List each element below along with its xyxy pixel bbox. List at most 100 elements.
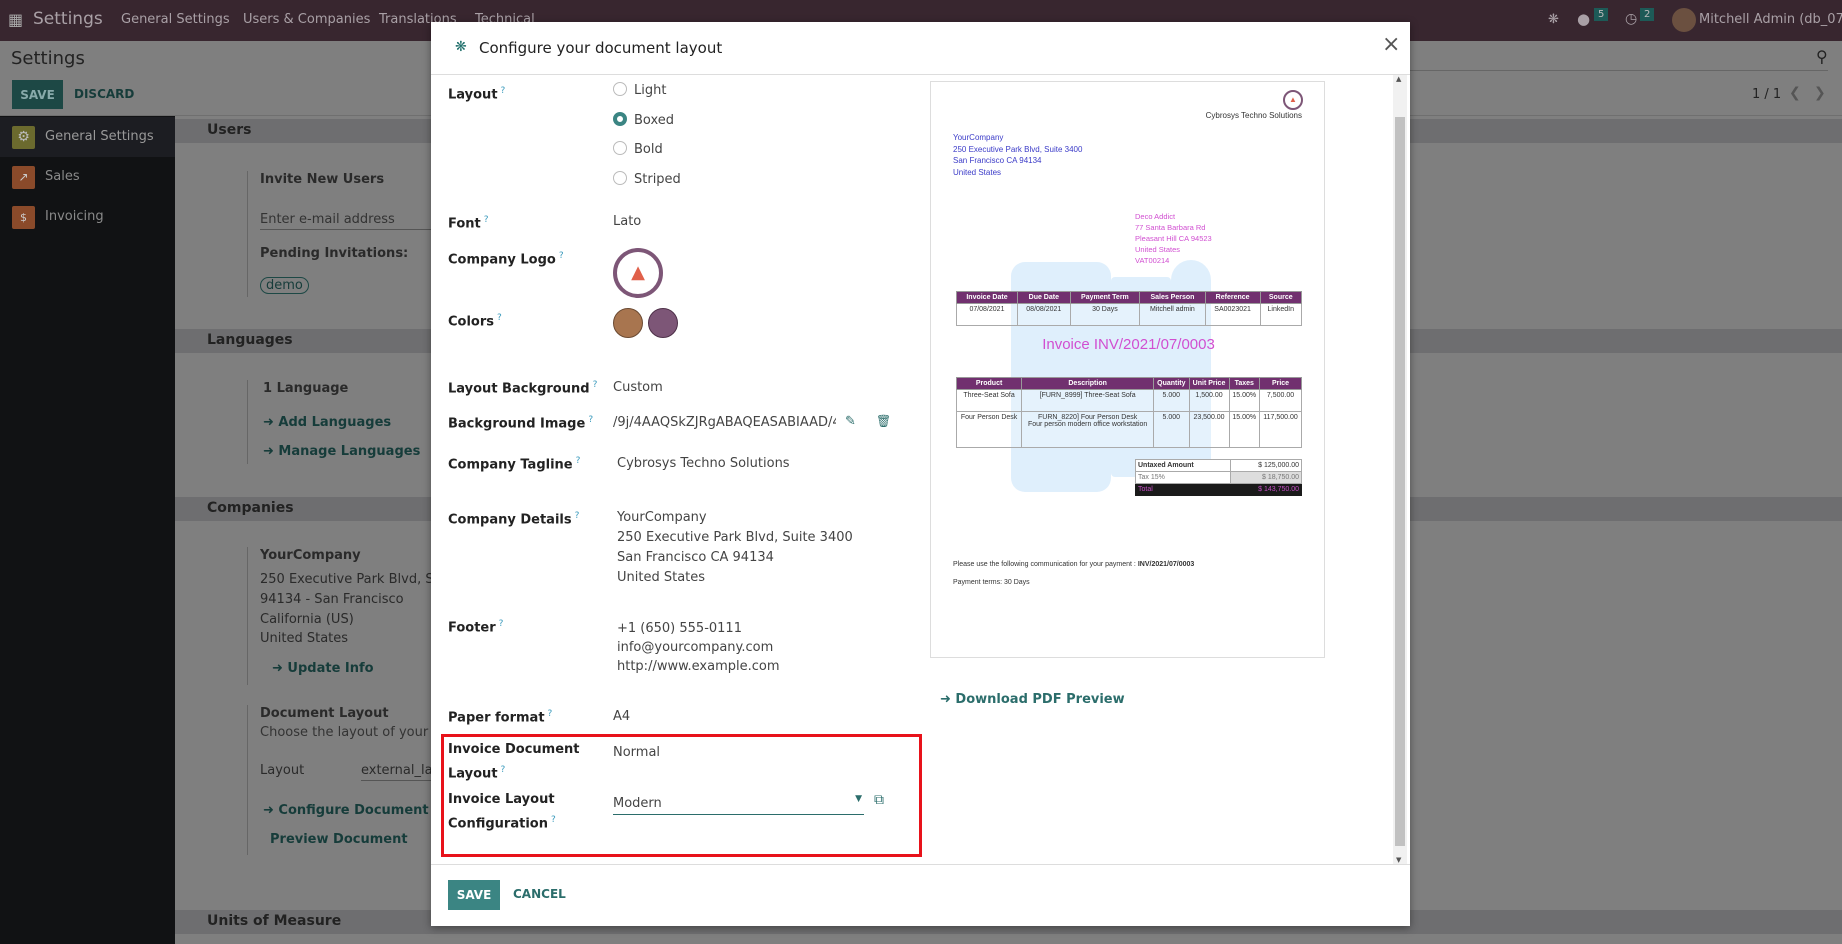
- document-layout-desc: Choose the layout of your documents: [260, 725, 431, 740]
- page-title: Settings: [11, 48, 85, 69]
- layout-label: Layout?: [448, 86, 506, 103]
- close-icon[interactable]: ×: [1382, 32, 1401, 57]
- sales-chart-icon: ↗: [12, 166, 35, 189]
- discard-button[interactable]: DISCARD: [74, 87, 135, 101]
- preview-logo: ▲: [1283, 90, 1303, 110]
- messages-count-badge: 5: [1594, 8, 1609, 21]
- radio-icon: [613, 141, 627, 155]
- secondary-color-swatch[interactable]: [648, 308, 678, 338]
- add-languages-link[interactable]: ➜ Add Languages: [263, 415, 392, 430]
- user-menu[interactable]: Mitchell Admin (db_07): [1699, 12, 1842, 27]
- scroll-up-icon[interactable]: ▲: [1396, 75, 1402, 83]
- company-logo-image[interactable]: ▲: [613, 248, 663, 298]
- layout-option-boxed[interactable]: Boxed: [613, 111, 674, 131]
- preview-info-table: Invoice Date Due Date Payment Term Sales Pe…: [956, 291, 1302, 326]
- invoice-layout-configuration-select[interactable]: Modern ▼: [613, 792, 864, 815]
- preview-tagline: Cybrosys Techno Solutions: [1205, 111, 1302, 120]
- layout-option-striped[interactable]: Striped: [613, 170, 681, 190]
- sidebar-item-general-settings[interactable]: ⚙ General Settings: [0, 117, 175, 157]
- table-row: Three-Seat Sofa [FURN_8999] Three-Seat So…: [955, 389, 1302, 412]
- dialog-save-button[interactable]: SAVE: [448, 880, 500, 910]
- manage-languages-link[interactable]: ➜ Manage Languages: [263, 444, 421, 459]
- layout-option-bold[interactable]: Bold: [613, 140, 663, 160]
- activities-count-badge: 2: [1640, 8, 1655, 21]
- help-icon: ?: [500, 765, 506, 775]
- layout-option-light[interactable]: Light: [613, 81, 666, 101]
- help-icon: ?: [588, 415, 594, 425]
- colors-label: Colors?: [448, 313, 502, 330]
- preview-document-link[interactable]: Preview Document: [270, 832, 408, 847]
- invoice-document-layout-select[interactable]: Normal: [613, 745, 661, 760]
- email-input[interactable]: Enter e-mail address: [260, 212, 431, 230]
- preview-invoice-title: Invoice INV/2021/07/0003: [1042, 336, 1215, 353]
- primary-color-swatch[interactable]: [613, 308, 643, 338]
- divider: [247, 171, 248, 297]
- pager-next-icon[interactable]: ❯: [1814, 85, 1826, 101]
- company-address-line: 94134 - San Francisco: [260, 592, 404, 607]
- user-avatar[interactable]: [1672, 8, 1696, 32]
- scroll-down-icon[interactable]: ▼: [1396, 856, 1402, 864]
- menu-general-settings[interactable]: General Settings: [121, 12, 230, 27]
- table-row: Four Person Desk FURN_8220] Four Person D…: [955, 411, 1302, 448]
- company-logo-label: Company Logo?: [448, 251, 564, 268]
- company-details-label: Company Details?: [448, 511, 580, 528]
- paper-format-select[interactable]: A4: [613, 709, 631, 724]
- debug-bug-icon[interactable]: ❋: [1548, 12, 1559, 27]
- save-button[interactable]: SAVE: [12, 80, 63, 109]
- pager-prev-icon[interactable]: ❮: [1789, 85, 1801, 101]
- scrollbar-thumb[interactable]: [1395, 117, 1405, 846]
- company-address-line: United States: [260, 631, 349, 646]
- sidebar-item-invoicing[interactable]: $ Invoicing: [0, 197, 175, 237]
- header-divider: [431, 74, 1410, 75]
- font-label: Font?: [448, 215, 489, 232]
- layout-background-label: Layout Background?: [448, 380, 598, 397]
- divider: [247, 547, 248, 685]
- invoice-layout-configuration-label: Invoice Layout Configuration?: [448, 792, 556, 832]
- preview-lines-table: Product Description Quantity Unit Price Taxe…: [955, 377, 1302, 448]
- settings-sidebar: ⚙ General Settings ↗ Sales $ Invoicing: [0, 116, 175, 944]
- configure-document-layout-link[interactable]: ➜ Configure Document Layout: [263, 803, 431, 818]
- help-icon: ?: [498, 619, 504, 629]
- background-image-label: Background Image?: [448, 415, 594, 432]
- company-details-input[interactable]: YourCompany 250 Executive Park Blvd, Suit…: [617, 510, 853, 585]
- radio-icon: [613, 82, 627, 96]
- dialog-title: Configure your document layout: [479, 39, 723, 57]
- company-tagline-label: Company Tagline?: [448, 456, 581, 473]
- gear-icon: ⚙: [12, 126, 35, 149]
- external-link-icon[interactable]: ⧉: [874, 792, 884, 808]
- highlight-box: [441, 734, 922, 857]
- edit-pencil-icon[interactable]: ✎: [845, 414, 856, 429]
- footer-input[interactable]: +1 (650) 555-0111 info@yourcompany.com htt…: [617, 621, 780, 674]
- invoice-document-layout-label: Invoice Document Layout?: [448, 742, 580, 782]
- radio-icon: [613, 171, 627, 185]
- app-title[interactable]: Settings: [33, 9, 103, 29]
- dialog-cancel-button[interactable]: CANCEL: [513, 887, 566, 901]
- company-tagline-input[interactable]: Cybrosys Techno Solutions: [617, 456, 790, 471]
- help-icon: ?: [483, 215, 489, 225]
- dropdown-caret-icon: ▼: [855, 794, 862, 804]
- preview-company-address: YourCompany 250 Executive Park Blvd, Suit…: [953, 133, 1083, 177]
- apps-menu-icon[interactable]: ▦: [8, 10, 24, 29]
- invite-users-label: Invite New Users: [260, 172, 385, 187]
- update-info-link[interactable]: ➜ Update Info: [272, 661, 374, 676]
- layout-background-select[interactable]: Custom: [613, 380, 663, 395]
- messages-chat-icon[interactable]: ●: [1577, 10, 1591, 28]
- pending-invitations-label: Pending Invitations:: [260, 246, 409, 261]
- document-layout-title: Document Layout: [260, 706, 389, 721]
- font-select[interactable]: Lato: [613, 214, 642, 229]
- download-pdf-preview-link[interactable]: ➜ Download PDF Preview: [940, 692, 1125, 707]
- layout-field[interactable]: external_layout_boxed: [361, 763, 431, 781]
- configure-document-layout-dialog: ❋ Configure your document layout × Layou…: [431, 22, 1410, 926]
- help-icon: ?: [547, 709, 553, 719]
- preview-payment-terms: Payment terms: 30 Days: [953, 579, 1030, 586]
- menu-users-companies[interactable]: Users & Companies: [243, 12, 371, 27]
- pending-user-badge[interactable]: demo: [260, 277, 309, 294]
- sidebar-item-sales[interactable]: ↗ Sales: [0, 157, 175, 197]
- help-icon: ?: [558, 251, 564, 261]
- search-icon[interactable]: ⚲: [1816, 47, 1828, 66]
- company-address-line: California (US): [260, 612, 354, 627]
- delete-trash-icon[interactable]: 🗑: [876, 414, 892, 428]
- activities-clock-icon[interactable]: ◷: [1625, 11, 1638, 27]
- preview-totals-table: Untaxed Amount $ 125,000.00 Tax 15% $ 18,7…: [1135, 459, 1303, 496]
- dialog-scrollbar[interactable]: ▲ ▼: [1393, 75, 1407, 864]
